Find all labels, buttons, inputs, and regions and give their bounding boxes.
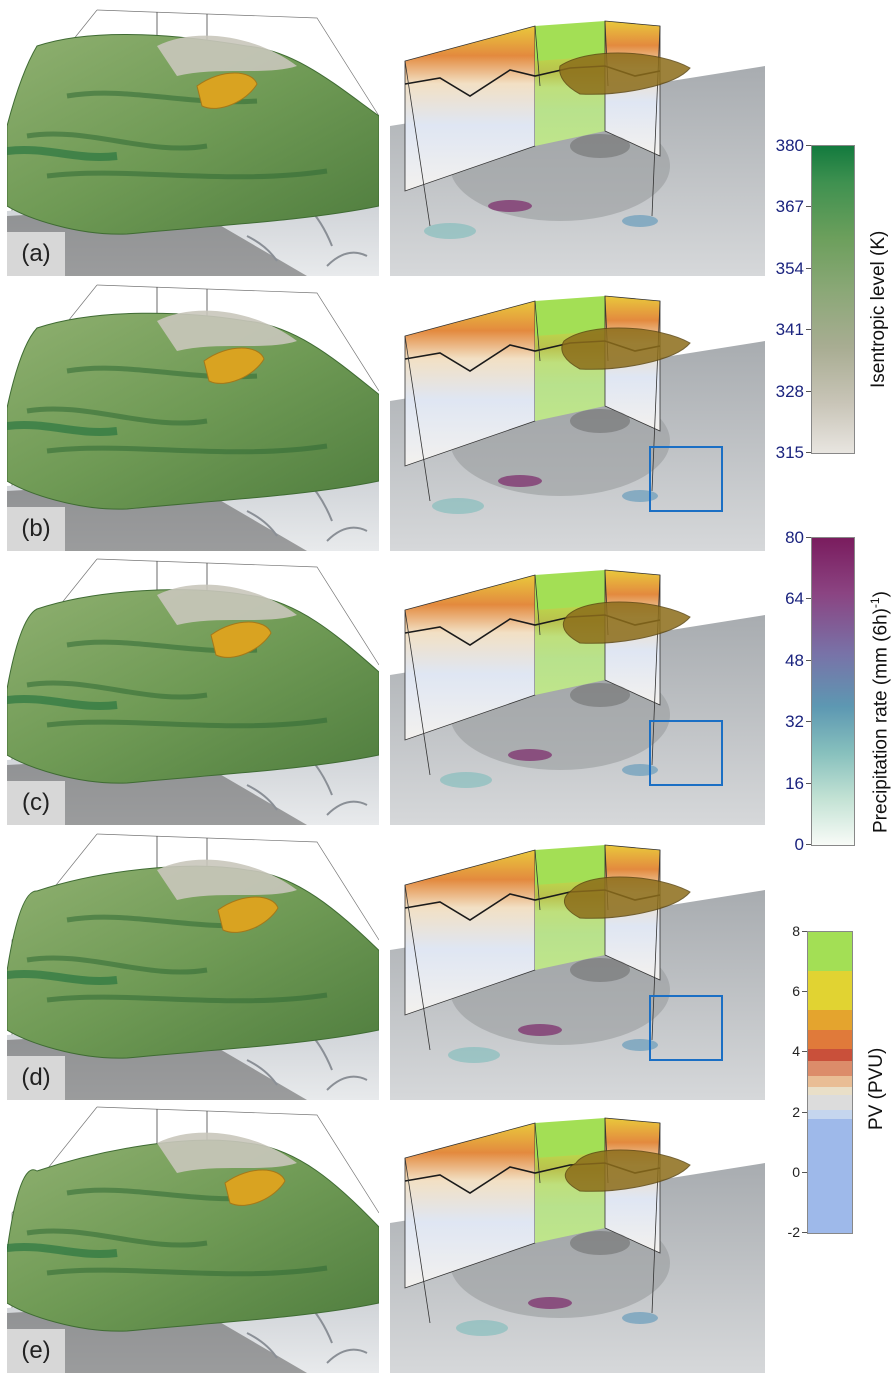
pv-tick-label: 2 bbox=[792, 1103, 800, 1120]
precip-tick-label: 32 bbox=[785, 712, 804, 732]
tick-mark bbox=[806, 659, 811, 661]
panel-label: (a) bbox=[7, 232, 65, 276]
tick-mark bbox=[806, 206, 811, 208]
pv-band bbox=[808, 1076, 852, 1088]
tick-mark bbox=[806, 721, 811, 723]
pv-band bbox=[808, 1049, 852, 1063]
tick-mark bbox=[802, 1111, 807, 1113]
precip-colorbar-title: Precipitation rate (mm (6h)-1) bbox=[868, 591, 892, 833]
pv-cross-section-panel bbox=[390, 6, 765, 276]
tick-mark bbox=[806, 782, 811, 784]
precip-title-end: ) bbox=[870, 591, 892, 598]
precip-title-sup: -1 bbox=[868, 597, 882, 609]
tick-mark bbox=[806, 390, 811, 392]
tick-mark bbox=[806, 598, 811, 600]
pv-band bbox=[808, 971, 852, 1012]
panel-label: (e) bbox=[7, 1329, 65, 1373]
isentropic-surface-panel: (a) bbox=[7, 6, 379, 276]
tick-mark bbox=[806, 267, 811, 269]
pv-band bbox=[808, 932, 852, 973]
pv-band bbox=[808, 1094, 852, 1111]
tick-mark bbox=[806, 452, 811, 453]
isentropic-surface-panel: (c) bbox=[7, 555, 379, 825]
isentropic-surface-panel: (b) bbox=[7, 281, 379, 551]
pv-colorbar-title: PV (PVU) bbox=[866, 1047, 887, 1130]
isentropic-tick-label: 354 bbox=[775, 258, 804, 278]
isentropic-tick-label: 341 bbox=[775, 320, 804, 340]
precip-tick-label: 64 bbox=[785, 589, 804, 609]
precip-title-main: Precipitation rate (mm (6h) bbox=[870, 608, 892, 833]
isentropic-tick-label: 367 bbox=[775, 197, 804, 217]
tick-mark bbox=[802, 1171, 807, 1173]
pv-band bbox=[808, 1010, 852, 1031]
tick-mark bbox=[806, 844, 811, 845]
panel-label: (d) bbox=[7, 1056, 65, 1100]
pv-band bbox=[808, 1061, 852, 1078]
pv-cross-section-panel bbox=[390, 281, 765, 551]
tick-mark bbox=[802, 991, 807, 993]
precip-tick-label: 80 bbox=[785, 528, 804, 547]
tick-mark bbox=[806, 537, 811, 538]
tick-mark bbox=[802, 1232, 807, 1233]
tick-mark bbox=[806, 329, 811, 331]
panel-label: (b) bbox=[7, 507, 65, 551]
pv-tick-label: 8 bbox=[792, 923, 800, 939]
isentropic-surface-panel: (d) bbox=[7, 830, 379, 1100]
precip-tick-label: 0 bbox=[794, 835, 804, 854]
pv-band bbox=[808, 1087, 852, 1096]
pv-cross-section-panel bbox=[390, 1103, 765, 1373]
precip-tick-label: 16 bbox=[785, 773, 804, 793]
pv-band bbox=[808, 1109, 852, 1120]
precip-colorbar bbox=[811, 537, 855, 846]
pv-cross-section-panel bbox=[390, 830, 765, 1100]
precip-tick-label: 48 bbox=[785, 650, 804, 670]
tick-mark bbox=[802, 1051, 807, 1053]
pv-tick-label: 4 bbox=[792, 1043, 800, 1060]
isentropic-tick-label: 315 bbox=[775, 443, 804, 462]
tick-mark bbox=[806, 145, 811, 146]
isentropic-tick-label: 380 bbox=[775, 136, 804, 155]
isentropic-colorbar-title: Isentropic level (K) bbox=[868, 230, 889, 388]
pv-cross-section-panel bbox=[390, 555, 765, 825]
isentropic-surface-panel: (e) bbox=[7, 1103, 379, 1373]
isentropic-colorbar bbox=[811, 145, 855, 454]
pv-colorbar bbox=[807, 931, 853, 1234]
pv-band bbox=[808, 1118, 852, 1233]
panel-label: (c) bbox=[7, 781, 65, 825]
tick-mark bbox=[802, 931, 807, 932]
pv-tick-label: 0 bbox=[792, 1163, 800, 1180]
pv-tick-label: -2 bbox=[787, 1224, 800, 1240]
isentropic-tick-label: 328 bbox=[775, 381, 804, 401]
pv-band bbox=[808, 1029, 852, 1051]
pv-tick-label: 6 bbox=[792, 983, 800, 1000]
